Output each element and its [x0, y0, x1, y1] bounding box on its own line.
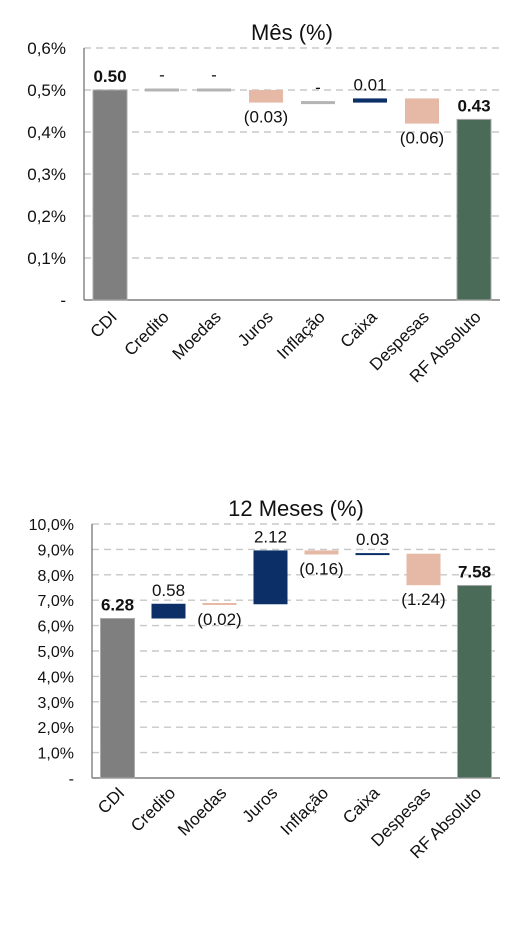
bar-infla-o — [301, 101, 335, 105]
bar-credito — [151, 603, 186, 619]
y-tick-label: 1,0% — [38, 746, 74, 763]
twelve-month-waterfall-chart: 12 Meses (%) - 1,0% 2,0% 3,0% 4,0% 5,0% 6,0% 7,0… — [0, 480, 529, 945]
x-category-label: CDI — [87, 307, 121, 341]
x-category-label: Juros — [234, 307, 277, 350]
data-label: (1.24) — [401, 590, 445, 609]
bar-credito — [145, 88, 179, 92]
bar-cdi — [92, 89, 128, 301]
y-tick-label: 4,0% — [38, 669, 74, 686]
x-category-label: Inflação — [277, 783, 333, 839]
x-category-label: Caixa — [339, 783, 384, 828]
monthly-waterfall-chart: Mês (%) - 0,1% 0,2% 0,3% 0,4% 0,5% 0,6% 0.50 CDI -… — [0, 0, 529, 440]
data-label: 0.01 — [353, 75, 386, 94]
x-category-label: Inflação — [273, 307, 329, 363]
bar-juros — [253, 550, 288, 605]
x-category-label: Credito — [127, 783, 179, 835]
bar-caixa — [353, 98, 387, 103]
y-tick-label: 8,0% — [38, 568, 74, 585]
data-label: 2.12 — [254, 527, 287, 546]
data-label: 0.43 — [457, 96, 490, 115]
y-tick-label: 9,0% — [38, 542, 74, 559]
x-category-label: Moedas — [174, 783, 230, 839]
x-category-label: Credito — [121, 307, 173, 359]
bar-despesas — [405, 98, 439, 124]
data-label: - — [211, 66, 217, 85]
x-category-label: Moedas — [169, 307, 225, 363]
y-tick-label: 0,2% — [27, 207, 66, 226]
y-tick-label: - — [69, 771, 74, 788]
chart-title: Mês (%) — [251, 20, 333, 45]
y-tick-label: 5,0% — [38, 644, 74, 661]
data-label: (0.03) — [244, 108, 288, 127]
y-tick-label: 0,3% — [27, 165, 66, 184]
data-label: - — [159, 66, 165, 85]
data-label: (0.02) — [197, 610, 241, 629]
y-tick-label: 0,5% — [27, 81, 66, 100]
bar-rf-absoluto — [456, 118, 492, 301]
x-category-label: CDI — [94, 783, 128, 817]
y-tick-label: 2,0% — [38, 720, 74, 737]
y-tick-label: 6,0% — [38, 619, 74, 636]
bar-moedas — [202, 603, 237, 606]
y-tick-label: 10,0% — [29, 517, 74, 534]
data-label: - — [315, 78, 321, 97]
y-tick-label: 0,4% — [27, 123, 66, 142]
y-tick-label: 0,1% — [27, 249, 66, 268]
data-label: 0.03 — [356, 530, 389, 549]
bar-despesas — [406, 553, 441, 586]
monthly-waterfall-svg: Mês (%) - 0,1% 0,2% 0,3% 0,4% 0,5% 0,6% 0.50 CDI -… — [27, 20, 500, 386]
y-tick-label: 0,6% — [27, 39, 66, 58]
bar-caixa — [355, 553, 390, 556]
bar-infla-o — [304, 550, 339, 555]
y-tick-label: 3,0% — [38, 695, 74, 712]
y-tick-label: - — [60, 291, 66, 310]
x-category-label: Juros — [238, 783, 281, 826]
twelve-month-waterfall-svg: 12 Meses (%) - 1,0% 2,0% 3,0% 4,0% 5,0% 6,0% 7,0… — [29, 496, 500, 862]
chart-title: 12 Meses (%) — [228, 496, 364, 521]
data-label: (0.06) — [400, 129, 444, 148]
y-tick-label: 7,0% — [38, 593, 74, 610]
data-label: 0.50 — [93, 67, 126, 86]
data-label: 0.58 — [152, 581, 185, 600]
bar-moedas — [197, 88, 231, 92]
bar-rf-absoluto — [457, 584, 492, 779]
bar-cdi — [100, 617, 135, 779]
bar-juros — [249, 90, 283, 103]
x-category-label: Caixa — [337, 307, 382, 352]
data-label: 6.28 — [101, 595, 134, 614]
data-label: (0.16) — [299, 559, 343, 578]
data-label: 7.58 — [458, 562, 491, 581]
